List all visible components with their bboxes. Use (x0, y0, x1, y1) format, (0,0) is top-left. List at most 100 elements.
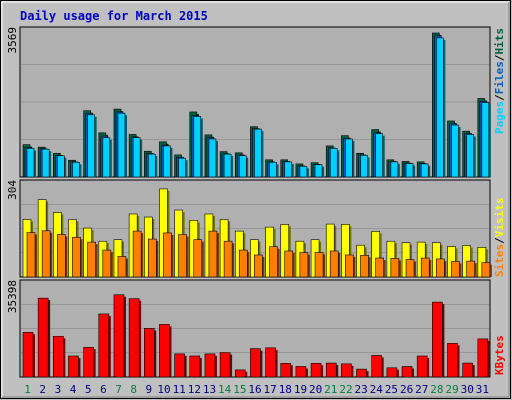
bar-hits-files-pages-pages-6-face (102, 137, 111, 178)
bar-sites-visits-sites-11 (178, 234, 189, 278)
x-tick-label-24: 24 (370, 383, 384, 396)
bar-sites-visits-sites-23-face (360, 254, 369, 278)
bar-sites-visits-sites-31 (481, 262, 492, 278)
bar-sites-visits-sites-4-side (80, 239, 83, 277)
bar-sites-visits-sites-14-face (223, 240, 233, 278)
bar-sites-visits-sites-3-face (57, 234, 66, 278)
bar-sites-visits-sites-5-side (95, 244, 98, 277)
bar-hits-files-pages-pages-4-face (72, 161, 80, 178)
bar-kbytes-kbytes-26-side (412, 368, 415, 377)
bar-sites-visits-sites-2-side (50, 232, 53, 277)
bar-sites-visits-visits-22-side (349, 226, 352, 277)
bar-kbytes-kbytes-16 (250, 348, 263, 378)
bar-sites-visits-sites-15-face (238, 249, 248, 278)
legend-hits-panel: Pages/Files/Hits (493, 28, 506, 134)
bar-hits-files-pages-pages-1-side (34, 150, 36, 177)
bar-kbytes-kbytes-16-face (250, 348, 261, 378)
bar-hits-files-pages-pages-31-face (481, 102, 490, 178)
legend-sep-3: / (493, 237, 506, 244)
bar-kbytes-kbytes-6-side (108, 315, 111, 377)
bar-kbytes-kbytes-4 (68, 355, 81, 378)
bar-sites-visits-sites-23-side (368, 257, 371, 277)
bar-sites-visits-sites-24-side (383, 260, 386, 277)
bar-hits-files-pages-pages-20 (314, 164, 325, 178)
bar-kbytes-kbytes-19-side (305, 368, 308, 377)
x-tick-label-11: 11 (173, 383, 186, 396)
bar-sites-visits-sites-13 (208, 230, 219, 278)
bar-hits-files-pages-pages-12-face (193, 116, 202, 178)
bar-hits-files-pages-pages-30-side (473, 136, 476, 177)
bar-hits-files-pages-pages-24-side (382, 135, 385, 177)
legend-hits: Hits (493, 28, 506, 55)
bar-sites-visits-sites-20-side (323, 254, 326, 277)
bar-hits-files-pages-pages-28-face (436, 37, 444, 178)
bar-sites-visits-sites-5 (87, 241, 98, 278)
bar-kbytes-kbytes-14 (219, 352, 233, 378)
x-tick-label-3: 3 (55, 383, 62, 396)
bar-hits-files-pages-pages-17-face (269, 161, 277, 178)
bar-sites-visits-sites-30 (466, 260, 477, 278)
x-tick-label-1: 1 (24, 383, 31, 396)
bar-hits-files-pages-pages-14-side (231, 156, 234, 177)
bar-kbytes-kbytes-26-face (401, 366, 413, 378)
bar-kbytes-kbytes-20-side (321, 365, 324, 377)
legend-sep-1: / (493, 94, 506, 101)
x-tick-label-19: 19 (294, 383, 307, 396)
bar-kbytes-kbytes-12 (189, 355, 202, 378)
bar-sites-visits-visits-24-side (379, 233, 382, 277)
bar-kbytes-kbytes-24-face (371, 355, 383, 378)
bar-kbytes-kbytes-8-side (139, 300, 142, 377)
x-tick-label-7: 7 (115, 383, 122, 396)
bar-hits-files-pages-pages-12 (193, 116, 203, 178)
bar-hits-files-pages-pages-20-side (322, 166, 325, 177)
bar-sites-visits-sites-1-face (26, 232, 36, 278)
bar-hits-files-pages-pages-1-face (26, 148, 35, 178)
legend-pages: Pages (493, 101, 506, 134)
x-tick-label-18: 18 (279, 383, 292, 396)
bar-kbytes-kbytes-20 (310, 363, 324, 378)
bar-kbytes-kbytes-18 (280, 363, 293, 378)
bar-kbytes-kbytes-6-face (98, 313, 110, 378)
bar-sites-visits-sites-6-face (102, 249, 112, 278)
bar-hits-files-pages-pages-17 (269, 161, 279, 178)
x-tick-label-9: 9 (146, 383, 153, 396)
x-tick-label-31: 31 (476, 383, 489, 396)
bar-kbytes-kbytes-22-face (341, 363, 352, 378)
bar-hits-files-pages-pages-10-side (170, 147, 173, 177)
bar-sites-visits-sites-24-face (375, 257, 385, 278)
bar-kbytes-kbytes-27 (416, 355, 430, 378)
bar-sites-visits-sites-22-face (345, 254, 354, 278)
bar-kbytes-kbytes-28-face (432, 301, 443, 378)
bar-kbytes-kbytes-1 (22, 332, 35, 378)
bar-hits-files-pages-pages-22-side (352, 140, 355, 177)
bar-kbytes-kbytes-3 (53, 335, 66, 378)
bar-sites-visits-sites-31-side (489, 264, 492, 277)
bar-hits-files-pages-pages-7 (117, 112, 127, 178)
bar-hits-files-pages-pages-24 (375, 133, 385, 178)
x-tick-label-8: 8 (130, 383, 137, 396)
legend-kbytes: KBytes (493, 335, 506, 375)
bar-hits-files-pages-pages-2-face (41, 148, 50, 178)
ymax-label-sites: 304 (6, 180, 19, 200)
x-tick-label-23: 23 (355, 383, 368, 396)
bar-sites-visits-sites-10 (163, 232, 174, 278)
bar-sites-visits-sites-11-face (178, 234, 187, 278)
bar-sites-visits-sites-25 (390, 258, 401, 278)
bar-kbytes-kbytes-23-face (356, 368, 367, 378)
bar-sites-visits-sites-1 (26, 232, 37, 278)
bar-kbytes-kbytes-24 (371, 355, 384, 378)
x-tick-label-17: 17 (264, 383, 277, 396)
bar-sites-visits-sites-9-face (147, 238, 157, 278)
x-tick-label-15: 15 (233, 383, 246, 396)
bar-hits-files-pages-pages-4 (72, 161, 82, 178)
x-tick-label-27: 27 (415, 383, 428, 396)
bar-hits-files-pages-pages-7-side (124, 115, 127, 177)
bar-kbytes-kbytes-11 (174, 353, 187, 378)
bar-sites-visits-sites-16 (254, 254, 265, 278)
bar-kbytes-kbytes-15-face (234, 369, 246, 378)
bar-hits-files-pages-pages-21 (329, 148, 340, 178)
bar-kbytes-kbytes-17-face (265, 347, 276, 378)
bar-kbytes-kbytes-7 (113, 294, 126, 378)
bar-hits-files-pages-pages-9 (147, 153, 158, 178)
bar-sites-visits-sites-7 (117, 256, 128, 278)
